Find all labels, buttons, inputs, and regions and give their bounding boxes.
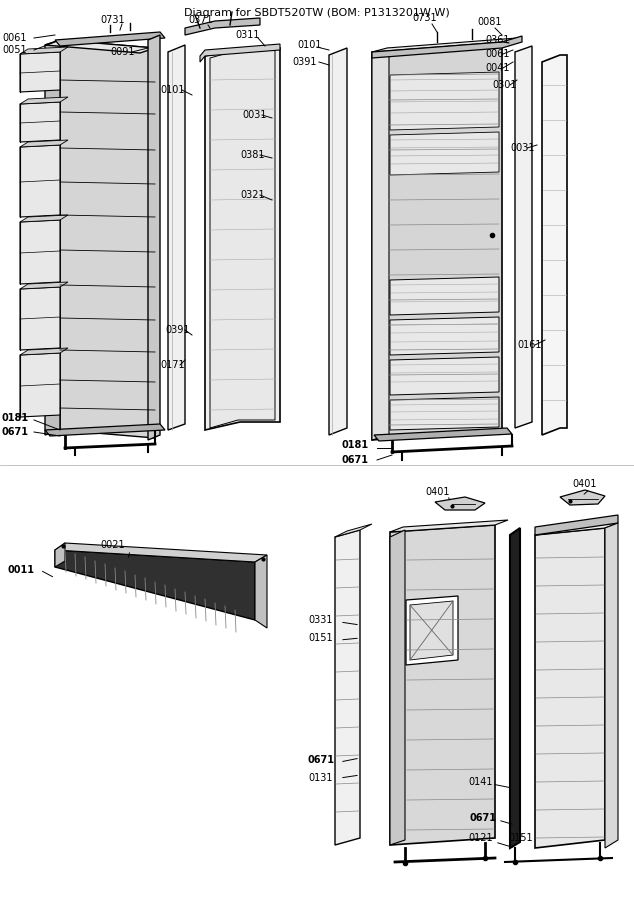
Polygon shape (535, 528, 605, 848)
Text: 0101: 0101 (160, 85, 184, 95)
Polygon shape (55, 543, 65, 567)
Text: 0361: 0361 (485, 35, 510, 45)
Text: 0131: 0131 (308, 773, 332, 783)
Text: 0401: 0401 (425, 487, 450, 497)
Text: 0311: 0311 (235, 30, 259, 40)
Polygon shape (390, 520, 508, 532)
Text: 0151: 0151 (308, 633, 333, 643)
Text: 0381: 0381 (240, 150, 264, 160)
Text: 0671: 0671 (2, 427, 29, 437)
Polygon shape (255, 555, 267, 628)
Text: 0061: 0061 (485, 49, 510, 59)
Polygon shape (560, 490, 605, 505)
Polygon shape (390, 132, 499, 175)
Polygon shape (55, 32, 165, 46)
Polygon shape (535, 515, 618, 535)
Polygon shape (55, 550, 255, 620)
Text: 0031: 0031 (510, 143, 534, 153)
Text: 0091: 0091 (110, 47, 134, 57)
Polygon shape (45, 40, 155, 53)
Text: 0731: 0731 (100, 15, 125, 25)
Text: 0031: 0031 (242, 110, 266, 120)
Text: 0081: 0081 (477, 17, 501, 27)
Text: 0021: 0021 (100, 540, 125, 550)
Polygon shape (390, 72, 499, 130)
Polygon shape (435, 497, 485, 510)
Polygon shape (372, 36, 522, 58)
Polygon shape (410, 601, 453, 660)
Polygon shape (390, 317, 499, 355)
Polygon shape (390, 530, 405, 845)
Polygon shape (335, 530, 360, 845)
Polygon shape (20, 97, 68, 104)
Polygon shape (20, 220, 60, 284)
Polygon shape (372, 42, 502, 440)
Polygon shape (20, 215, 68, 222)
Polygon shape (20, 287, 60, 350)
Text: 0371: 0371 (188, 15, 212, 25)
Text: 0051: 0051 (2, 45, 27, 55)
Polygon shape (374, 428, 512, 441)
Text: 0141: 0141 (468, 777, 493, 787)
Polygon shape (20, 282, 68, 289)
Text: Diagram for SBDT520TW (BOM: P1313201W W): Diagram for SBDT520TW (BOM: P1313201W W) (184, 8, 450, 18)
Polygon shape (329, 48, 347, 435)
Text: 0401: 0401 (572, 479, 597, 489)
Text: 0391: 0391 (165, 325, 190, 335)
Text: 0391: 0391 (292, 57, 316, 67)
Polygon shape (542, 55, 567, 435)
Polygon shape (20, 47, 68, 54)
Polygon shape (45, 40, 60, 435)
Text: 0151: 0151 (508, 833, 533, 843)
Polygon shape (60, 40, 155, 438)
Polygon shape (210, 50, 275, 428)
Text: 0321: 0321 (240, 190, 264, 200)
Polygon shape (20, 353, 60, 417)
Polygon shape (605, 523, 618, 848)
Polygon shape (390, 357, 499, 395)
Polygon shape (20, 348, 68, 355)
Text: 0011: 0011 (8, 565, 35, 575)
Text: 0301: 0301 (492, 80, 517, 90)
Polygon shape (148, 35, 160, 440)
Polygon shape (390, 277, 499, 315)
Polygon shape (20, 145, 60, 217)
Polygon shape (515, 46, 532, 428)
Polygon shape (45, 424, 165, 436)
Polygon shape (390, 397, 499, 430)
Text: 0161: 0161 (517, 340, 541, 350)
Text: 0181: 0181 (2, 413, 29, 423)
Polygon shape (335, 524, 372, 537)
Polygon shape (372, 38, 517, 52)
Text: 0171: 0171 (160, 360, 184, 370)
Text: 0101: 0101 (297, 40, 321, 50)
Polygon shape (20, 102, 60, 142)
Polygon shape (535, 523, 618, 535)
Text: 0731: 0731 (412, 13, 437, 23)
Polygon shape (372, 48, 389, 440)
Polygon shape (185, 18, 260, 35)
Text: 0671: 0671 (308, 755, 335, 765)
Polygon shape (168, 45, 185, 430)
Polygon shape (200, 44, 280, 62)
Polygon shape (55, 543, 267, 562)
Text: 0121: 0121 (468, 833, 493, 843)
Polygon shape (510, 528, 520, 848)
Polygon shape (20, 52, 60, 92)
Text: 0671: 0671 (470, 813, 497, 823)
Polygon shape (205, 48, 280, 430)
Text: 0181: 0181 (342, 440, 369, 450)
Text: 0671: 0671 (342, 455, 369, 465)
Text: 0061: 0061 (2, 33, 27, 43)
Polygon shape (390, 525, 495, 845)
Text: 0041: 0041 (485, 63, 510, 73)
Text: 0331: 0331 (308, 615, 332, 625)
Polygon shape (20, 140, 68, 147)
Polygon shape (406, 596, 458, 665)
